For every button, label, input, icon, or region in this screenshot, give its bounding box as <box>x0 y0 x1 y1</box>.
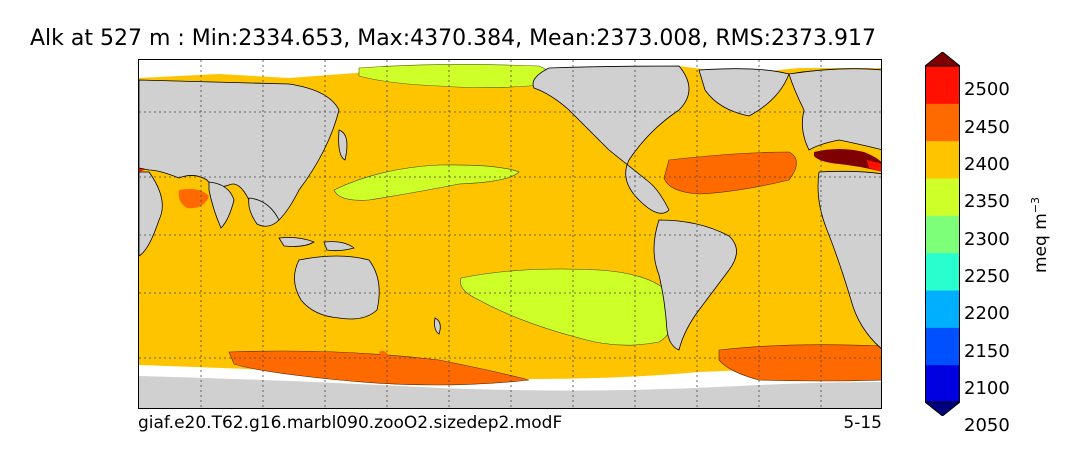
colorbar-tick-label: 2300 <box>964 228 1010 250</box>
japan-land <box>338 129 348 161</box>
colorbar-band <box>925 178 960 216</box>
antarctica-land <box>139 376 881 408</box>
colorbar-extend-low <box>925 401 960 416</box>
colorbar-tick-label: 2100 <box>964 377 1010 399</box>
colorbar-bands <box>925 52 960 416</box>
colorbar-unit-label: meq m−3 <box>1029 197 1051 273</box>
map-gridlines <box>139 60 881 408</box>
colorbar-tick-label: 2200 <box>964 303 1010 325</box>
southern-ocean-high-alk-atlantic <box>718 344 881 382</box>
new-guinea-land <box>323 241 355 252</box>
case-name-label: giaf.e20.T62.g16.marbl090.zooO2.sizedep2… <box>138 413 563 433</box>
plot-title: Alk at 527 m : Min:2334.653, Max:4370.38… <box>30 26 877 51</box>
colorbar-outline <box>925 65 960 403</box>
europe-land <box>788 68 881 151</box>
colorbar-tick-label: 2350 <box>964 191 1010 213</box>
greenland-land <box>698 68 790 117</box>
north-america-land <box>532 65 690 214</box>
southeast-asia-land <box>248 197 280 227</box>
colorbar-tick-label: 2500 <box>964 79 1010 101</box>
colorbar-band <box>925 140 960 179</box>
colorbar-band <box>925 215 960 254</box>
south-pacific-low-alk-region <box>460 268 676 346</box>
unit-exponent: −3 <box>1029 197 1043 214</box>
colorbar-tick-label: 2450 <box>964 116 1010 138</box>
unit-base: meq m <box>1030 213 1051 273</box>
colorbar-band <box>925 364 960 403</box>
australia-land <box>294 255 380 320</box>
map-panel <box>138 59 882 409</box>
southern-ocean-high-alk-small <box>379 350 389 362</box>
colorbar-band <box>925 252 960 291</box>
colorbar-tick-label: 2050 <box>964 415 1010 437</box>
colorbar-extend-high <box>925 52 960 67</box>
india-land <box>208 181 235 229</box>
map-svg <box>139 60 881 408</box>
eastern-med-very-high-alk <box>867 160 881 172</box>
colorbar-tick-label: 2250 <box>964 265 1010 287</box>
colorbar-tick-label: 2400 <box>964 153 1010 175</box>
arabian-sea-high-alk <box>178 188 209 209</box>
indonesia-land <box>278 237 315 247</box>
north-atlantic-high-alk-region <box>663 151 797 195</box>
north-pacific-low-alk-region <box>333 164 520 201</box>
colorbar <box>925 52 960 416</box>
colorbar-band <box>925 66 960 104</box>
mediterranean-region <box>814 149 881 172</box>
south-america-land <box>653 219 737 351</box>
colorbar-band <box>925 290 960 328</box>
colorbar-band <box>925 103 960 142</box>
africa-west-land <box>817 170 881 349</box>
years-label: 5-15 <box>843 413 882 433</box>
southern-ocean-high-alk-indian <box>228 350 530 386</box>
colorbar-band <box>925 327 960 366</box>
new-zealand-land <box>434 317 441 335</box>
colorbar-tick-label: 2150 <box>964 340 1010 362</box>
